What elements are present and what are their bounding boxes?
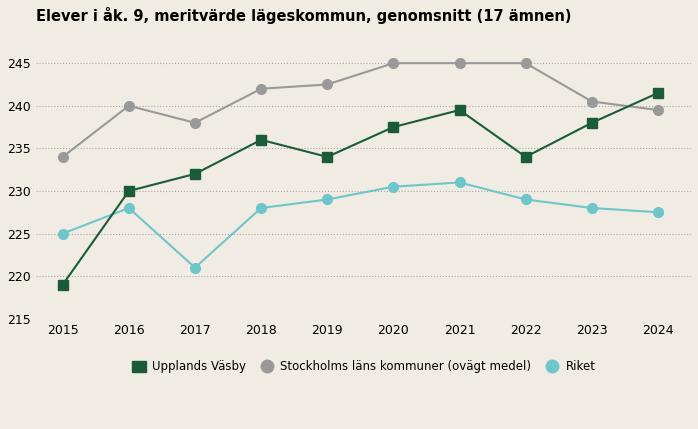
Legend: Upplands Väsby, Stockholms läns kommuner (ovägt medel), Riket: Upplands Väsby, Stockholms läns kommuner… <box>127 356 600 378</box>
Text: Elever i åk. 9, meritvärde lägeskommun, genomsnitt (17 ämnen): Elever i åk. 9, meritvärde lägeskommun, … <box>36 7 572 24</box>
